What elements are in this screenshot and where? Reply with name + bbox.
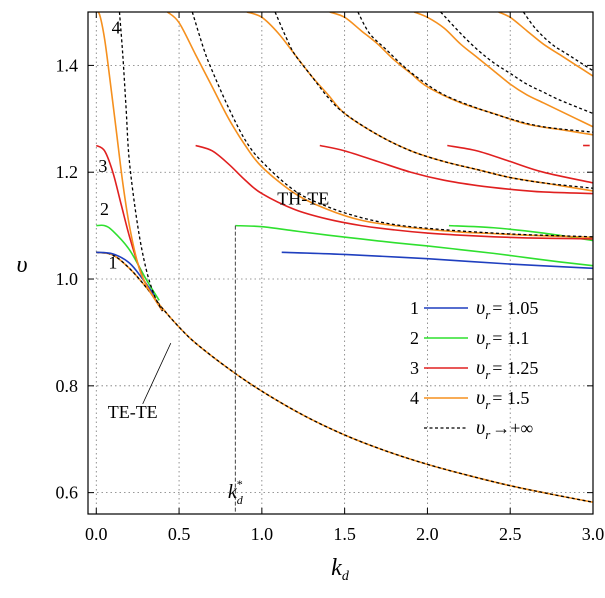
series-line bbox=[274, 12, 593, 189]
series-line bbox=[522, 12, 593, 72]
series--r- bbox=[118, 12, 593, 312]
series-line bbox=[191, 12, 593, 238]
legend-var: υ bbox=[476, 297, 485, 319]
legend-number: 4 bbox=[410, 388, 419, 408]
legend-number: 1 bbox=[410, 298, 419, 318]
legend-relation: = 1.5 bbox=[492, 388, 529, 408]
legend-item: 3 υr = 1.25 bbox=[410, 357, 538, 382]
legend-var: υ bbox=[476, 417, 485, 439]
x-axis-label: kd bbox=[331, 555, 350, 584]
y-axis-label: υ bbox=[16, 252, 27, 278]
legend-number: 3 bbox=[410, 358, 419, 378]
x-axis-ticks: 0.0 0.5 1.0 1.5 2.0 2.5 3.0 bbox=[85, 12, 604, 544]
legend-sub: r bbox=[485, 397, 491, 412]
annotation-label: 3 bbox=[98, 156, 107, 176]
series-line bbox=[357, 12, 593, 133]
legend-var: υ bbox=[476, 387, 485, 409]
legend-relation: →+∞ bbox=[492, 418, 533, 438]
legend-label: υr = 1.1 bbox=[476, 327, 529, 352]
legend-var: υ bbox=[476, 357, 485, 379]
x-tick-label: 3.0 bbox=[582, 524, 605, 544]
x-tick-label: 0.0 bbox=[85, 524, 108, 544]
annotation-sub: d bbox=[237, 493, 244, 507]
series-line bbox=[319, 144, 593, 195]
legend-var: υ bbox=[476, 327, 485, 349]
annotation-label: 1 bbox=[108, 252, 117, 272]
legend-label: υr = 1.5 bbox=[476, 387, 529, 412]
legend-relation: = 1.05 bbox=[492, 298, 538, 318]
y-tick-label: 1.0 bbox=[56, 269, 79, 289]
series-line bbox=[281, 251, 593, 270]
x-tick-label: 0.5 bbox=[168, 524, 191, 544]
annotation-sup: * bbox=[237, 477, 243, 491]
legend-sub: r bbox=[485, 337, 491, 352]
legend-label: υr = 1.25 bbox=[476, 357, 538, 382]
series-lines bbox=[95, 12, 593, 312]
x-tick-label: 1.5 bbox=[333, 524, 356, 544]
legend-item: 4 υr = 1.5 bbox=[410, 387, 529, 412]
annotation-main: k bbox=[228, 481, 238, 503]
te-te-dashed-line bbox=[96, 251, 593, 503]
series-line bbox=[440, 12, 593, 115]
series-line bbox=[413, 12, 593, 128]
series-line bbox=[118, 12, 164, 312]
te-te-curve bbox=[96, 251, 593, 504]
annotation-label: 4 bbox=[112, 17, 121, 37]
legend-sub: r bbox=[485, 427, 491, 442]
y-tick-label: 1.2 bbox=[56, 162, 79, 182]
legend-label: υr →+∞ bbox=[476, 417, 533, 442]
plot-frame bbox=[87, 11, 594, 515]
series-line bbox=[235, 224, 593, 267]
legend-relation: = 1.1 bbox=[492, 328, 529, 348]
y-tick-label: 0.8 bbox=[56, 376, 79, 396]
legend-item: 1 υr = 1.05 bbox=[410, 297, 538, 322]
legend: 1 υr = 1.052 υr = 1.13 υr = 1.254 υr = 1.5υr →+∞ bbox=[410, 297, 538, 442]
legend-sub: r bbox=[485, 307, 491, 322]
annotation-label: TE-TE bbox=[108, 402, 158, 422]
legend-label: υr = 1.05 bbox=[476, 297, 538, 322]
series-line bbox=[96, 224, 160, 301]
series-line bbox=[447, 144, 593, 184]
annotations: TH-TE TE-TE k* d 1 2 3 4 bbox=[98, 17, 329, 507]
y-tick-label: 0.6 bbox=[56, 483, 79, 503]
series-line bbox=[329, 12, 593, 136]
te-te-pointer bbox=[142, 342, 172, 405]
annotation-label: 2 bbox=[100, 199, 109, 219]
legend-number: 2 bbox=[410, 328, 419, 348]
series-line bbox=[195, 144, 593, 240]
x-tick-label: 2.5 bbox=[499, 524, 522, 544]
legend-sub: r bbox=[485, 367, 491, 382]
x-tick-label: 2.0 bbox=[416, 524, 439, 544]
grid-lines bbox=[88, 12, 594, 514]
y-tick-label: 1.4 bbox=[56, 55, 79, 75]
legend-relation: = 1.25 bbox=[492, 358, 538, 378]
legend-item: υr →+∞ bbox=[424, 417, 533, 442]
legend-item: 2 υr = 1.1 bbox=[410, 327, 529, 352]
series-line bbox=[95, 12, 164, 312]
y-axis-ticks: 0.6 0.8 1.0 1.2 1.4 bbox=[56, 55, 593, 503]
x-tick-label: 1.0 bbox=[251, 524, 274, 544]
annotation-label: k* d bbox=[228, 477, 244, 507]
annotation-label: TH-TE bbox=[277, 188, 329, 208]
